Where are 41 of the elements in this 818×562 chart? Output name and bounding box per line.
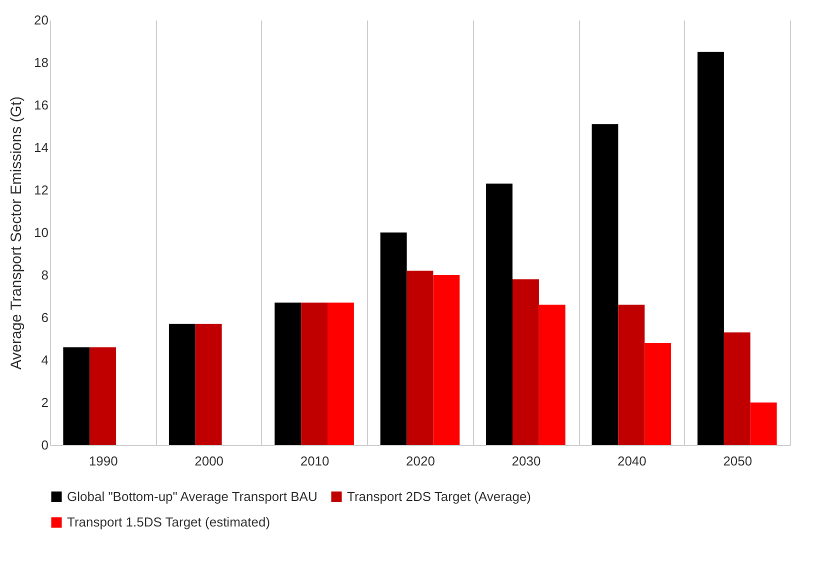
x-tick-label: 2040 (617, 454, 646, 468)
y-tick-label: 20 (34, 12, 48, 28)
legend-label: Global "Bottom-up" Average Transport BAU (67, 488, 318, 504)
x-tick-label: 2020 (406, 454, 435, 468)
bar (486, 184, 512, 445)
bar (168, 324, 196, 445)
y-tick-label: 16 (34, 98, 48, 112)
bar (195, 324, 222, 445)
bar (724, 332, 750, 445)
bar (90, 347, 116, 445)
y-tick-label: 18 (34, 55, 48, 70)
y-tick-label: 2 (41, 395, 48, 410)
bar (750, 402, 777, 445)
y-tick-label: 10 (34, 225, 48, 240)
bar (644, 343, 672, 445)
bar (433, 275, 460, 445)
bar (512, 279, 539, 445)
y-tick-label: 6 (41, 310, 48, 325)
bar (592, 124, 618, 445)
y-tick-label: 4 (41, 352, 48, 368)
y-tick-label: 12 (34, 182, 48, 198)
y-tick-label: 0 (41, 438, 48, 452)
y-tick-label: 14 (34, 140, 48, 155)
bar (301, 302, 328, 445)
legend-label: Transport 1.5DS Target (estimated) (67, 514, 270, 530)
bar (618, 304, 645, 445)
bar (406, 270, 434, 445)
bar (380, 232, 407, 445)
bar (274, 302, 302, 445)
bar (63, 347, 90, 445)
x-tick-label: 2010 (300, 454, 330, 468)
bar (538, 304, 566, 445)
y-axis-title: Average Transport Sector Emissions (Gt) (8, 96, 26, 370)
bar (698, 52, 724, 445)
x-tick-label: 2000 (194, 454, 224, 468)
x-tick-label: 1990 (88, 454, 118, 468)
x-tick-label: 2050 (723, 454, 752, 468)
legend-label: Transport 2DS Target (Average) (347, 488, 532, 504)
bar (328, 302, 354, 445)
y-tick-label: 8 (41, 268, 48, 282)
x-tick-label: 2030 (512, 454, 541, 468)
